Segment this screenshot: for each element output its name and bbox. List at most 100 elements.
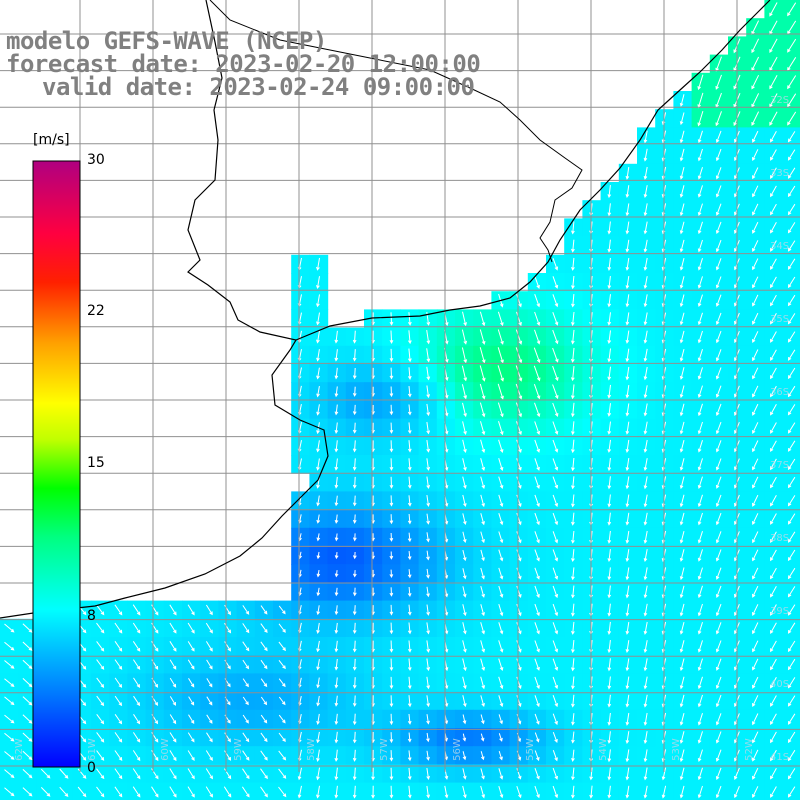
coastline-north xyxy=(295,0,771,341)
wind-arrow xyxy=(407,622,412,635)
wind-arrow xyxy=(625,476,630,490)
wind-arrow xyxy=(498,733,503,742)
wind-arrow xyxy=(334,440,339,453)
wind-arrow xyxy=(715,694,722,708)
wind-arrow xyxy=(589,785,594,799)
wind-arrow xyxy=(426,513,430,525)
wind-arrow xyxy=(787,313,796,325)
wind-arrow xyxy=(715,767,722,781)
wind-arrow xyxy=(278,605,286,615)
wind-arrow xyxy=(715,421,722,435)
wind-arrow xyxy=(498,494,504,508)
wind-arrow xyxy=(534,294,540,308)
wind-arrow xyxy=(661,767,667,781)
wind-arrow xyxy=(607,294,612,308)
wind-arrow xyxy=(498,750,503,761)
wind-arrow xyxy=(571,476,575,490)
lon-label: 55W xyxy=(524,738,536,761)
wind-arrow xyxy=(643,366,648,381)
wind-arrow xyxy=(4,769,15,779)
wind-arrow xyxy=(787,768,796,780)
wind-arrow xyxy=(643,348,648,362)
wind-arrow xyxy=(697,74,704,91)
wind-arrow xyxy=(426,458,431,471)
wind-arrow xyxy=(497,383,504,400)
wind-arrow xyxy=(552,549,559,562)
wind-arrow xyxy=(316,312,320,326)
wind-arrow xyxy=(205,622,213,634)
lon-label: 61W xyxy=(86,738,98,761)
wind-arrow xyxy=(426,495,430,507)
wind-arrow xyxy=(114,641,123,652)
lat-label: 39S xyxy=(770,606,790,617)
wind-arrow xyxy=(4,732,15,742)
wind-arrow xyxy=(132,622,141,634)
wind-arrow xyxy=(426,676,431,690)
wind-arrow xyxy=(352,605,357,616)
wind-arrow xyxy=(389,514,394,525)
wind-arrow xyxy=(752,676,759,689)
wind-arrow xyxy=(278,786,287,798)
wind-arrow xyxy=(625,585,630,599)
wind-arrow xyxy=(316,570,321,578)
wind-arrow xyxy=(132,659,141,670)
wind-arrow xyxy=(552,622,559,635)
wind-arrow xyxy=(752,767,759,780)
lat-label: 34S xyxy=(770,241,790,252)
wind-arrow xyxy=(260,623,268,634)
wind-arrow xyxy=(462,458,467,472)
wind-arrow xyxy=(661,785,667,799)
wind-arrow xyxy=(407,750,412,762)
wind-arrow xyxy=(752,695,759,708)
wind-arrow xyxy=(752,531,759,544)
wind-arrow xyxy=(787,440,796,452)
wind-arrow xyxy=(607,476,612,490)
wind-arrow xyxy=(607,239,612,253)
wind-arrow xyxy=(389,551,394,560)
wind-arrow xyxy=(715,567,722,580)
wind-arrow xyxy=(497,311,504,327)
wind-arrow xyxy=(480,751,485,761)
wind-arrow xyxy=(22,714,33,724)
wind-arrow xyxy=(643,439,648,453)
wind-arrow xyxy=(643,203,648,217)
wind-arrow xyxy=(533,384,541,400)
wind-arrow xyxy=(787,604,796,616)
wind-arrow xyxy=(752,385,759,398)
wind-arrow xyxy=(316,605,320,616)
wind-arrow xyxy=(607,731,612,744)
wind-arrow xyxy=(389,330,394,344)
wind-arrow xyxy=(715,239,722,253)
wind-arrow xyxy=(426,385,431,399)
wind-arrow xyxy=(571,585,575,599)
wind-arrow xyxy=(770,604,777,616)
wind-arrow xyxy=(389,367,394,380)
wind-arrow xyxy=(715,148,722,162)
lat-label: 33S xyxy=(770,168,790,179)
wind-arrow xyxy=(516,676,522,690)
wind-arrow xyxy=(188,714,195,724)
wind-arrow xyxy=(715,676,722,690)
wind-arrow xyxy=(169,677,177,688)
wind-arrow xyxy=(77,786,87,798)
wind-arrow xyxy=(787,294,796,307)
wind-arrow xyxy=(114,604,123,616)
wind-arrow xyxy=(607,221,612,235)
wind-arrow xyxy=(352,533,357,542)
wind-arrow xyxy=(625,767,630,781)
wind-arrow xyxy=(334,476,339,489)
wind-arrow xyxy=(205,641,213,652)
wind-arrow xyxy=(462,658,467,672)
wind-arrow xyxy=(607,257,612,271)
wind-arrow xyxy=(169,641,177,652)
wind-arrow xyxy=(352,367,357,380)
wind-arrow xyxy=(697,549,703,562)
wind-arrow xyxy=(498,421,504,436)
wind-arrow xyxy=(715,276,722,289)
wind-arrow xyxy=(22,750,33,761)
wind-arrow xyxy=(571,239,575,253)
wind-arrow xyxy=(480,567,485,580)
wind-arrow xyxy=(22,787,33,797)
wind-arrow xyxy=(752,476,759,489)
wind-arrow xyxy=(679,676,685,690)
